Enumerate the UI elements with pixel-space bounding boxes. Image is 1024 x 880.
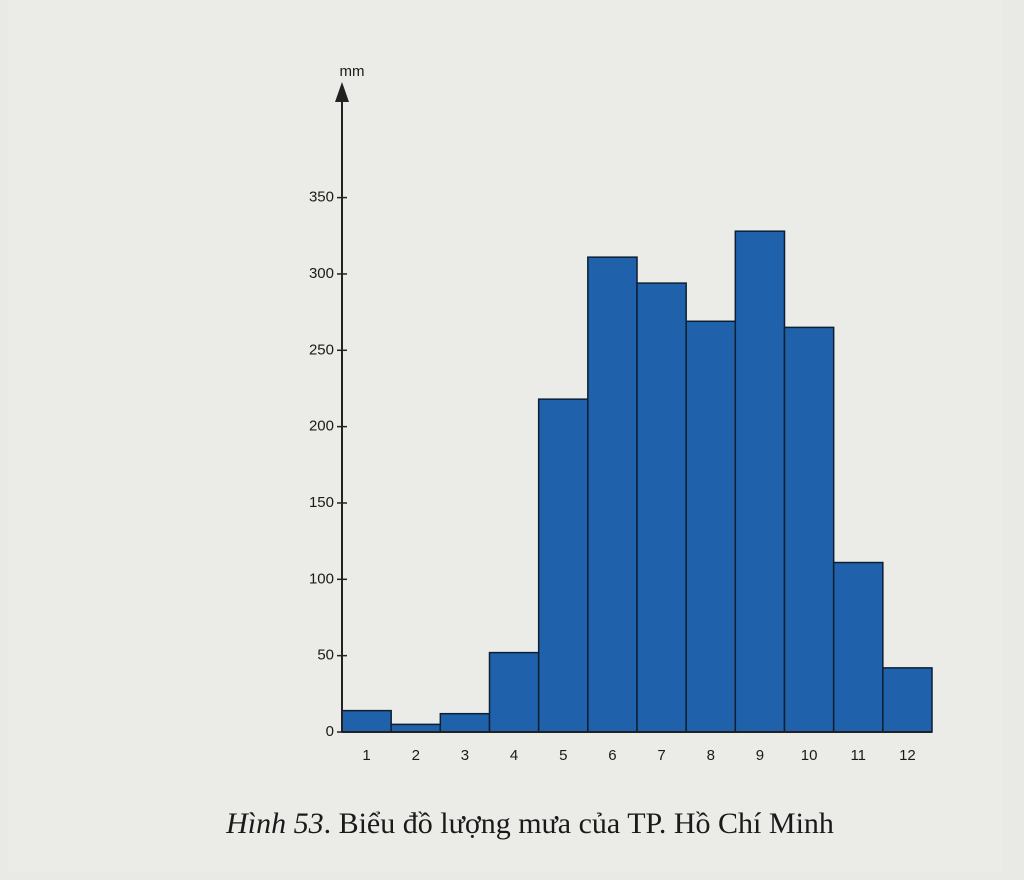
bar — [341, 709, 392, 733]
caption-text: . Biểu đồ lượng mưa của TP. Hồ Chí Minh — [324, 807, 834, 840]
bar — [882, 667, 933, 733]
x-tick-label: 3 — [461, 747, 469, 764]
x-tick-label: 1 — [362, 747, 370, 764]
bar — [783, 326, 835, 733]
y-tick-label: 100 — [309, 570, 334, 587]
y-tick-label: 50 — [317, 647, 334, 664]
bar — [734, 230, 786, 733]
x-tick-label: 6 — [608, 747, 616, 764]
y-tick-label: 350 — [309, 189, 334, 206]
y-tick-label: 0 — [326, 723, 334, 740]
y-axis-label: mm — [340, 63, 365, 80]
x-tick-label: 4 — [510, 747, 518, 764]
x-tick-label: 7 — [657, 747, 665, 764]
x-tick-label: 9 — [756, 747, 764, 764]
bar — [587, 256, 638, 733]
y-tick-label: 150 — [309, 494, 334, 511]
x-tick-label: 5 — [559, 747, 567, 764]
y-tick-label: 250 — [309, 341, 334, 358]
bar — [832, 561, 884, 733]
bar — [685, 320, 737, 733]
page-background — [8, 0, 1003, 872]
y-tick-label: 200 — [309, 418, 334, 435]
figure-label: Hình 53 — [225, 807, 324, 840]
bar — [439, 712, 491, 733]
bar — [488, 651, 540, 733]
bar — [636, 282, 687, 733]
x-tick-label: 8 — [707, 747, 715, 764]
caption: Hình 53. Biểu đồ lượng mưa của TP. Hồ Ch… — [225, 807, 834, 840]
y-tick-label: 300 — [309, 265, 334, 282]
x-tick-label: 12 — [899, 747, 916, 764]
x-tick-label: 10 — [801, 747, 818, 764]
bar — [390, 723, 442, 733]
x-tick-label: 2 — [412, 747, 420, 764]
y-axis-arrow — [335, 82, 349, 102]
x-tick-label: 11 — [850, 747, 866, 764]
bar — [537, 398, 589, 733]
